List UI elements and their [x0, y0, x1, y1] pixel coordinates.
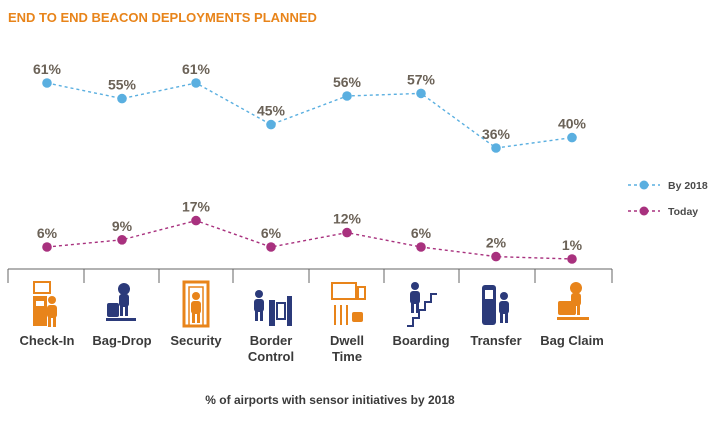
- data-point: [191, 215, 201, 226]
- category-label: Dwell: [330, 333, 364, 348]
- data-point: [117, 93, 127, 104]
- legend-label: By 2018: [668, 180, 708, 192]
- legend: By 2018 Today: [628, 180, 708, 218]
- data-label: 56%: [333, 74, 362, 90]
- data-point: [42, 78, 52, 88]
- data-point: [416, 242, 426, 252]
- shopping-dining-icon: [331, 282, 366, 325]
- data-label: 61%: [182, 61, 211, 77]
- transit-person-icon: [482, 285, 509, 325]
- data-point: [567, 132, 577, 143]
- data-label: 17%: [182, 199, 211, 215]
- data-point: [191, 78, 201, 88]
- legend-marker: [639, 180, 649, 190]
- category-label: Bag-Drop: [92, 333, 151, 348]
- category-label: Control: [248, 349, 294, 364]
- category-label: Bag Claim: [540, 333, 604, 348]
- data-label: 55%: [108, 77, 137, 93]
- data-label: 45%: [257, 103, 286, 119]
- data-point: [42, 242, 52, 252]
- data-label: 6%: [261, 225, 282, 241]
- data-point: [567, 254, 577, 264]
- category-label: Check-In: [20, 333, 75, 348]
- category-label: Border: [250, 333, 293, 348]
- data-point: [342, 91, 352, 101]
- data-label: 57%: [407, 71, 436, 87]
- data-label: 61%: [33, 61, 62, 77]
- legend-label: Today: [668, 206, 698, 218]
- data-point: [416, 88, 426, 99]
- category-icons: [33, 280, 589, 328]
- data-label: 2%: [486, 235, 507, 251]
- data-point: [491, 143, 501, 153]
- series-line-0: [46, 82, 573, 149]
- data-label: 36%: [482, 126, 511, 142]
- footnote: % of airports with sensor initiatives by…: [205, 393, 455, 407]
- category-axis: [7, 268, 613, 283]
- data-label: 1%: [562, 237, 583, 253]
- data-label: 40%: [558, 116, 587, 132]
- legend-marker: [639, 206, 649, 216]
- luggage-person-icon: [106, 283, 136, 321]
- data-point: [342, 227, 352, 238]
- data-label: 6%: [37, 225, 58, 241]
- passport-gate-icon: [254, 290, 292, 326]
- data-label: 6%: [411, 225, 432, 241]
- data-point: [266, 242, 276, 252]
- category-label: Security: [170, 333, 222, 348]
- category-label: Time: [332, 349, 362, 364]
- data-point: [491, 251, 501, 262]
- stairs-walker-icon: [407, 282, 437, 327]
- suitcase-person-icon: [557, 282, 589, 320]
- data-point: [266, 119, 276, 130]
- category-label: Transfer: [470, 333, 521, 348]
- chart-title: END TO END BEACON DEPLOYMENTS PLANNED: [8, 10, 317, 25]
- category-label: Boarding: [392, 333, 449, 348]
- series-lines: 61% 55% 61% 45% 56% 57% 36% 40% 6% 9% 17% 6% 12% 6% 2%…: [33, 61, 587, 264]
- kiosk-person-icon: [33, 281, 57, 327]
- scanner-gate-icon: [182, 280, 210, 328]
- data-label: 12%: [333, 211, 362, 227]
- data-label: 9%: [112, 218, 133, 234]
- data-point: [117, 235, 127, 245]
